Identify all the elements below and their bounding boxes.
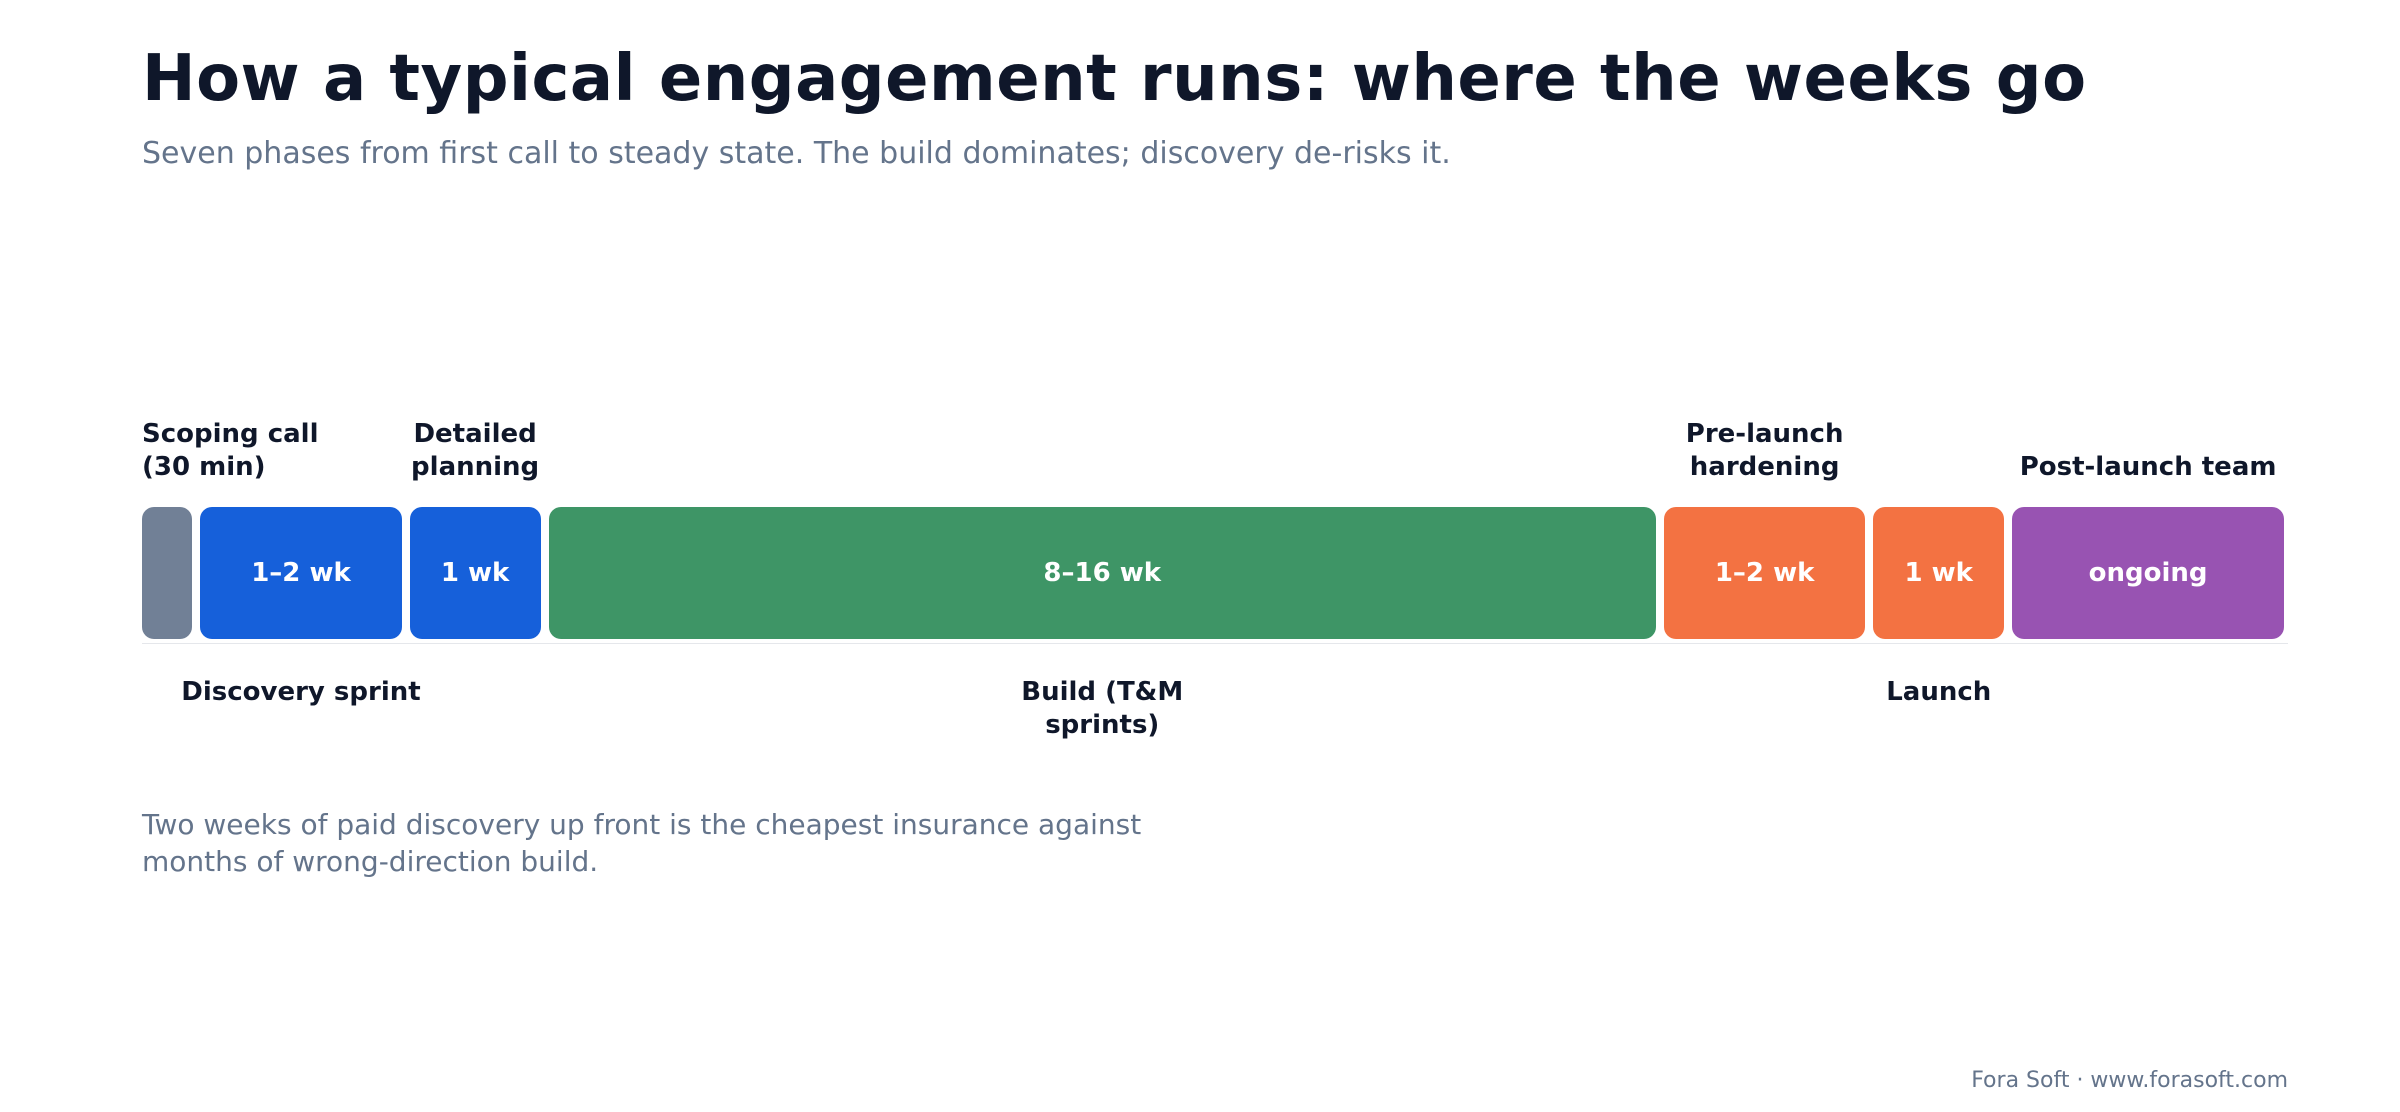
phase-bar: 1 wk: [1873, 507, 2005, 639]
phase-bar: 8–16 wk: [548, 507, 1656, 639]
chart-subtitle: Seven phases from first call to steady s…: [142, 136, 1451, 171]
phase-label: Discovery sprint: [181, 677, 421, 707]
chart-title: How a typical engagement runs: where the…: [142, 42, 2087, 116]
phase-bar: ongoing: [2012, 507, 2284, 639]
phase-label: Post-launch team: [2019, 452, 2277, 482]
phase-label: Pre-launch hardening: [1685, 419, 1844, 482]
annotation-note: Two weeks of paid discovery up front is …: [142, 808, 1142, 878]
phase-label: Scoping call (30 min): [142, 419, 319, 482]
phase-bar: 1–2 wk: [1663, 507, 1866, 639]
footer-credit: Fora Soft · www.forasoft.com: [1971, 1068, 2288, 1093]
phase-bar: 1 wk: [409, 507, 541, 639]
phase-bar: [142, 507, 193, 639]
phase-label: Build (T&M sprints): [1021, 677, 1184, 740]
phase-label: Detailed planning: [411, 419, 540, 482]
phase-label: Launch: [1886, 677, 1992, 707]
phase-bar: 1–2 wk: [200, 507, 402, 639]
timeline-baseline: [142, 643, 2288, 644]
